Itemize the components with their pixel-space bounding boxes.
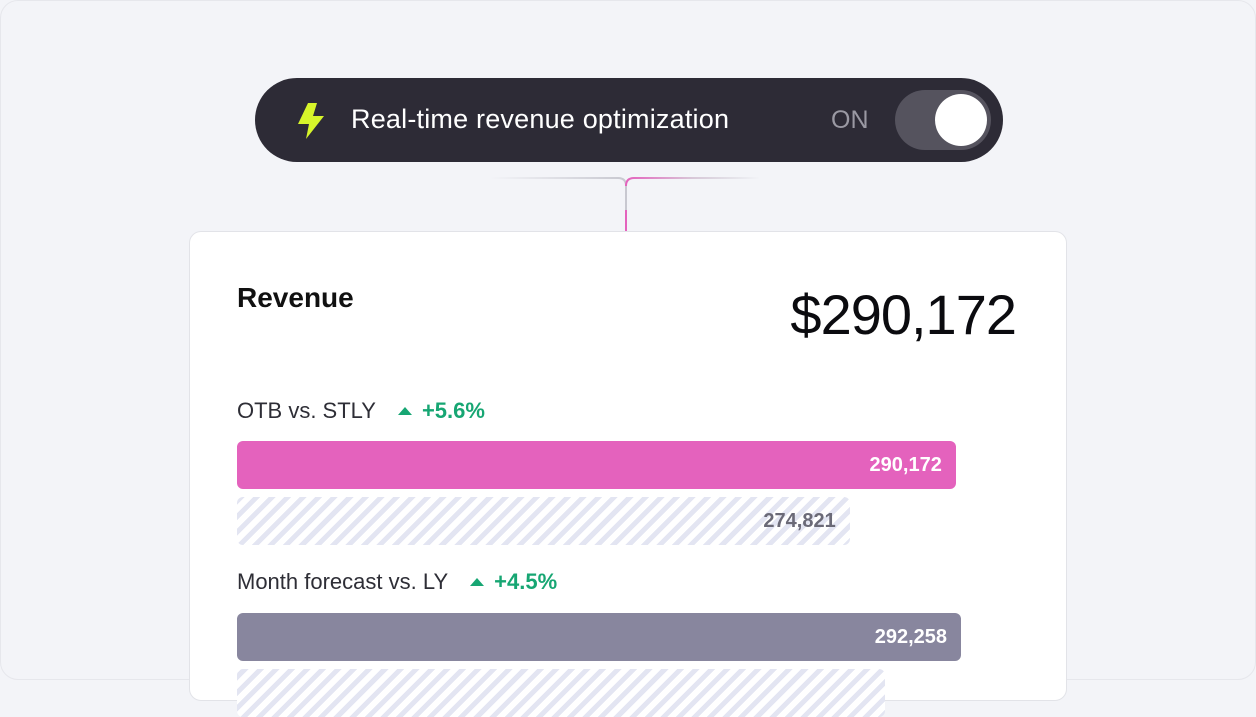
delta-badge: +4.5% (470, 569, 557, 595)
bar-value: 274,821 (763, 509, 836, 532)
connector-lines (490, 177, 760, 232)
toggle-knob (935, 94, 987, 146)
lightning-bolt-icon (298, 103, 324, 139)
metric-otb-vs-stly: OTB vs. STLY +5.6% (237, 398, 485, 424)
bar-value: 290,172 (869, 453, 942, 476)
delta-value: +4.5% (494, 569, 558, 594)
bar-otb: 290,172 (237, 441, 956, 489)
revenue-card: Revenue $290,172 OTB vs. STLY +5.6% 290,… (189, 231, 1067, 717)
optimization-toggle[interactable] (895, 90, 991, 150)
bar-forecast: 292,258 (237, 613, 961, 661)
card-title: Revenue (237, 282, 354, 313)
toggle-state-label: ON (831, 106, 869, 134)
revenue-total: $290,172 (790, 283, 1017, 346)
metric-label: OTB vs. STLY (237, 398, 376, 423)
bar-stly: 274,821 (237, 497, 850, 545)
realtime-optimization-banner (255, 78, 1003, 162)
arrow-up-icon (397, 407, 412, 415)
metric-label: Month forecast vs. LY (237, 569, 449, 594)
delta-badge: +5.6% (397, 398, 485, 424)
bar-ly (237, 669, 885, 717)
bar-value: 292,258 (874, 625, 947, 648)
delta-value: +5.6% (421, 398, 485, 423)
banner-title: Real-time revenue optimization (351, 104, 730, 134)
metric-forecast-vs-ly: Month forecast vs. LY +4.5% (237, 569, 557, 595)
arrow-up-icon (470, 578, 485, 586)
